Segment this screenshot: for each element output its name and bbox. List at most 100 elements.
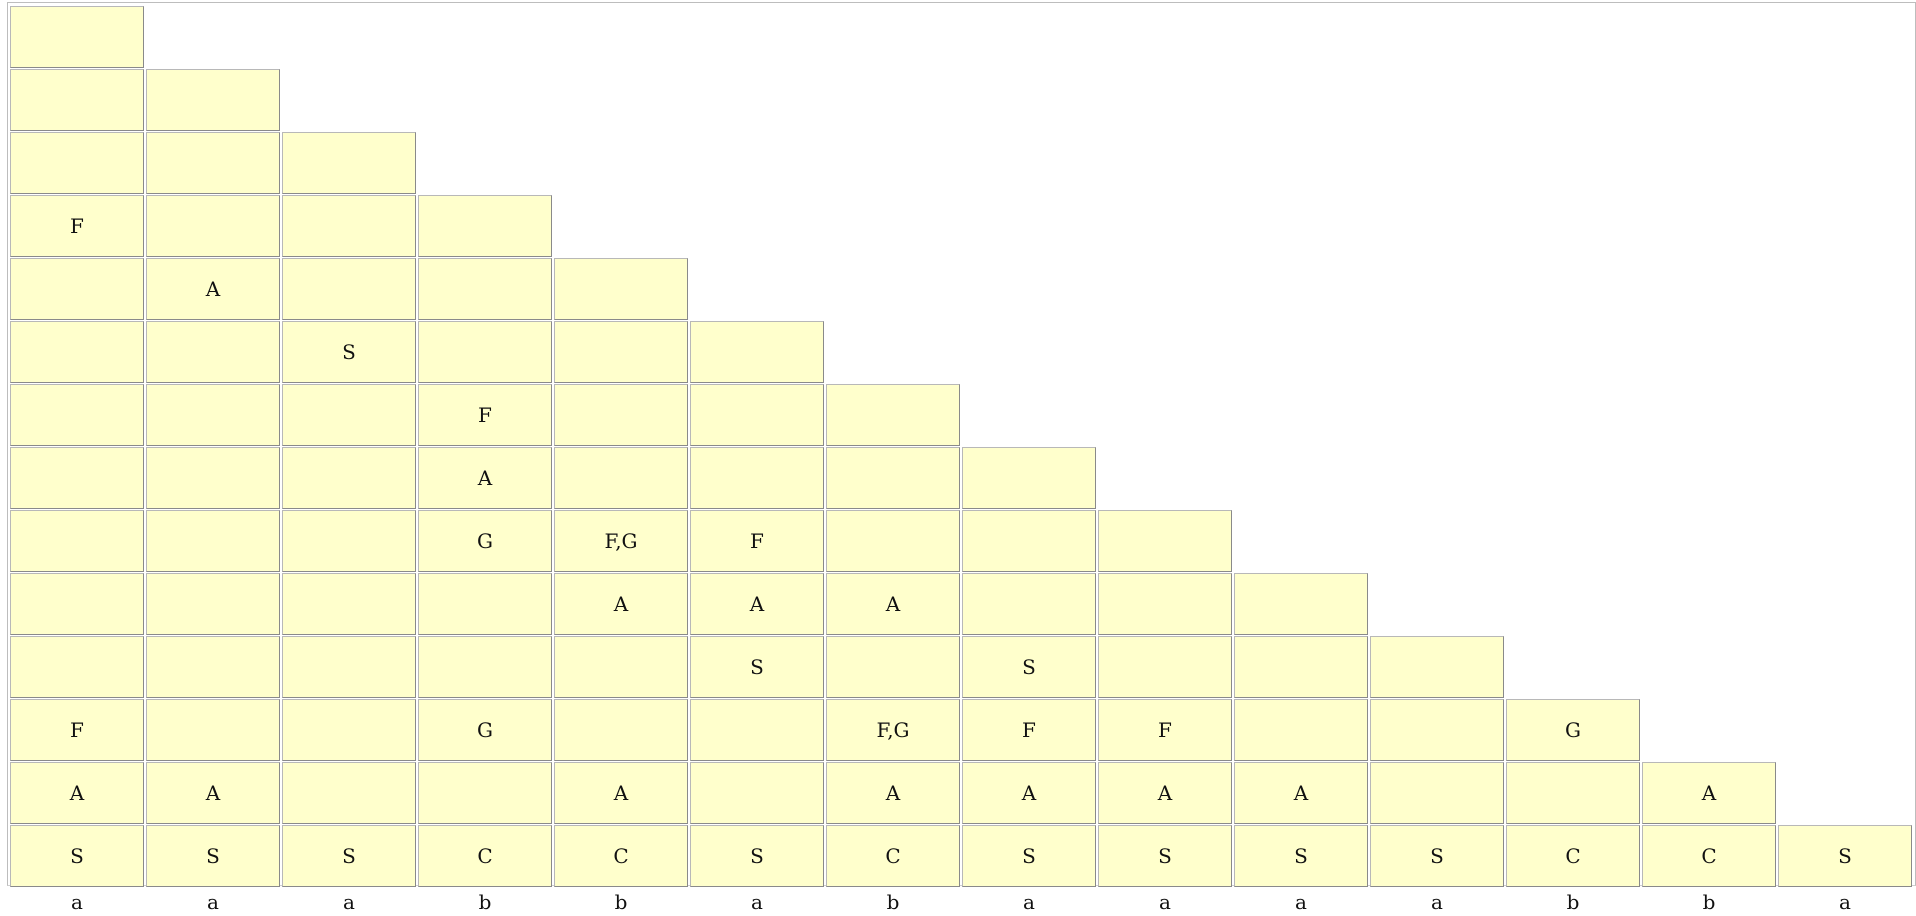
chart-cell [282,573,416,635]
input-token: b [614,890,628,914]
chart-cell [418,258,552,320]
chart-cell: S [146,825,280,887]
chart-cell [690,762,824,824]
chart-cell [962,573,1096,635]
chart-cell [1234,573,1368,635]
chart-cell [1234,699,1368,761]
chart-cell: A [146,762,280,824]
chart-cell: C [418,825,552,887]
chart-cell [554,699,688,761]
chart-cell: F,G [554,510,688,572]
chart-cell: A [962,762,1096,824]
chart-cell [554,384,688,446]
chart-cell [826,447,960,509]
chart-cell: A [1642,762,1776,824]
chart-cell [1506,762,1640,824]
chart-cell [418,573,552,635]
chart-cell [282,384,416,446]
chart-cell: A [554,762,688,824]
chart-cell [146,132,280,194]
chart-cell [282,762,416,824]
input-token: a [71,890,83,914]
chart-cell [1098,573,1232,635]
chart-cell [10,6,144,68]
chart-cell: F [10,195,144,257]
input-token: a [343,890,355,914]
chart-cell: S [962,825,1096,887]
chart-cell [282,699,416,761]
chart-cell [10,573,144,635]
chart-cell: S [1098,825,1232,887]
chart-cell [146,636,280,698]
input-token: a [1159,890,1171,914]
chart-cell [146,69,280,131]
chart-cell [690,447,824,509]
chart-cell [10,69,144,131]
chart-cell [690,384,824,446]
chart-cell [826,510,960,572]
chart-cell [1098,510,1232,572]
chart-cell [146,573,280,635]
chart-cell [10,384,144,446]
chart-cell: A [826,762,960,824]
chart-cell [146,510,280,572]
chart-cell [962,510,1096,572]
chart-cell: F [962,699,1096,761]
chart-cell: A [826,573,960,635]
chart-cell [146,321,280,383]
chart-cell [10,636,144,698]
chart-cell [690,321,824,383]
chart-cell [418,195,552,257]
chart-cell: G [418,510,552,572]
chart-cell [1370,762,1504,824]
chart-cell: S [690,636,824,698]
input-token: b [1566,890,1580,914]
chart-cell [10,321,144,383]
chart-cell [826,636,960,698]
input-token: b [886,890,900,914]
chart-cell [282,510,416,572]
chart-cell [1234,636,1368,698]
chart-cell: S [962,636,1096,698]
chart-cell: F [1098,699,1232,761]
chart-cell [146,699,280,761]
chart-cell [554,258,688,320]
chart-cell [10,132,144,194]
chart-cell: C [1506,825,1640,887]
chart-cell [10,447,144,509]
chart-cell: A [10,762,144,824]
chart-cell: C [826,825,960,887]
chart-cell: A [418,447,552,509]
chart-cell: F [690,510,824,572]
chart-cell [1370,699,1504,761]
input-token: a [1431,890,1443,914]
chart-cell: F,G [826,699,960,761]
chart-cell: S [282,321,416,383]
chart-cell [1370,636,1504,698]
chart-cell: S [10,825,144,887]
input-token: b [1702,890,1716,914]
chart-cell [418,636,552,698]
chart-cell: S [1778,825,1912,887]
input-token: a [1023,890,1035,914]
chart-cell [146,195,280,257]
input-token: a [751,890,763,914]
chart-cell [418,762,552,824]
chart-cell [146,447,280,509]
chart-cell [418,321,552,383]
chart-cell [282,636,416,698]
chart-cell [554,636,688,698]
chart-cell [1098,636,1232,698]
chart-cell: A [554,573,688,635]
chart-cell: A [1098,762,1232,824]
chart-cell: C [554,825,688,887]
input-token: a [1295,890,1307,914]
chart-cell [10,510,144,572]
chart-cell: C [1642,825,1776,887]
chart-cell: S [282,825,416,887]
input-token: a [207,890,219,914]
chart-cell [146,384,280,446]
chart-cell [282,447,416,509]
chart-cell [282,258,416,320]
chart-cell [962,447,1096,509]
